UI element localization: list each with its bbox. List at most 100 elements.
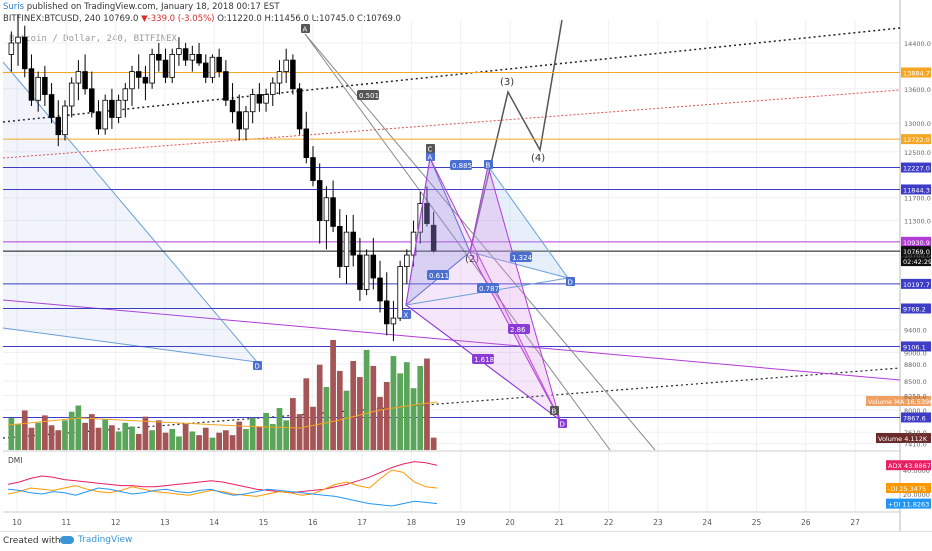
- candle-body: [390, 317, 397, 325]
- fib-ratio-label: 0.611: [429, 272, 449, 280]
- volume-tag-label: Volume 4.112K: [878, 435, 928, 443]
- volume-bar: [290, 398, 296, 450]
- trendline-red: [2, 89, 901, 159]
- price-axis-tick: 13600.0: [904, 86, 931, 94]
- candle-body: [8, 42, 15, 55]
- volume-bar: [316, 364, 323, 450]
- pattern-point-label: A: [428, 154, 433, 162]
- level-tag-label: 9768.2: [903, 305, 926, 313]
- candle-body: [330, 197, 336, 227]
- horizontal-levels: 13884.7 12722.0 12227.0 11844.3 10930.910769…: [3, 67, 932, 423]
- candle-body: [236, 111, 243, 130]
- minus-di-line: [7, 469, 438, 497]
- candle-body: [256, 94, 263, 104]
- volume-bar: [62, 420, 68, 450]
- candle-body: [109, 99, 115, 118]
- candle-body: [209, 56, 216, 78]
- volume-bar: [390, 356, 397, 450]
- candle-body: [202, 62, 209, 78]
- trendline-upper: [2, 27, 901, 123]
- candle-body: [35, 76, 41, 101]
- level-tag-label: 9106.1: [903, 343, 926, 351]
- volume-bar: [189, 431, 196, 450]
- volume-bar: [276, 407, 283, 450]
- dmi-value-label: -DI 25.3475: [888, 485, 926, 493]
- volume-bar: [129, 426, 135, 450]
- candle-body: [48, 94, 55, 118]
- volume-bar: [397, 373, 403, 450]
- level-tag: [901, 184, 931, 195]
- pattern-point: [253, 361, 262, 370]
- level-tag-label: 12722.0: [903, 136, 930, 144]
- price-chart[interactable]: (3) (4) (2) 13884.7 12722.0 12227.0 11844.3 10…: [0, 0, 932, 531]
- trendline-purple: [2, 299, 901, 381]
- time-axis-tick: 11: [62, 518, 72, 527]
- time-axis-tick: 21: [555, 518, 565, 527]
- volume-bar: [42, 415, 48, 450]
- pattern-point: [301, 24, 310, 33]
- candle-body: [377, 277, 383, 302]
- candle-body: [323, 197, 330, 222]
- pattern-point-label: B: [486, 162, 491, 170]
- candle-body: [22, 36, 28, 70]
- level-tag: [901, 67, 931, 78]
- level-tag-label: 13884.7: [903, 69, 930, 77]
- volume-bar: [377, 396, 383, 450]
- pattern-point: [484, 160, 493, 169]
- volume-bar: [182, 424, 189, 450]
- volume-bar: [202, 427, 209, 450]
- publish-info: Suris published on TradingView.com, Janu…: [3, 2, 280, 12]
- candle-body: [89, 88, 95, 113]
- countdown-label: 02:42:29: [903, 258, 932, 266]
- volume-bar: [410, 388, 417, 450]
- dmi-value-label: +DI 11.8263: [888, 501, 929, 509]
- time-axis-tick: 19: [456, 518, 466, 527]
- tradingview-logo[interactable]: TradingView: [60, 535, 132, 545]
- volume-bar: [330, 340, 336, 450]
- price-axis: 14400.0 13600.0 13000.0 12500.0 11700.0 11300…: [904, 40, 931, 449]
- dmi-value-tag: [886, 498, 931, 509]
- created-with-label: Created with: [3, 536, 61, 546]
- volume-bar: [323, 386, 330, 450]
- symbol-watermark: Bitcoin / Dollar, 240, BITFINEX: [9, 34, 177, 44]
- volume-bar: [155, 420, 162, 450]
- candle-body: [243, 111, 249, 130]
- volume-bar: [310, 406, 316, 450]
- candle-body: [350, 231, 356, 256]
- candle-body: [162, 59, 169, 78]
- fib-ratio-badge: [357, 90, 379, 100]
- tradingview-icon: [60, 535, 74, 544]
- candle-body: [135, 71, 142, 78]
- volume-ma-tag: [866, 396, 931, 406]
- volume-bar: [229, 435, 236, 450]
- dmi-value-label: ADX 43.8867: [888, 462, 931, 470]
- pattern-point: [402, 310, 411, 319]
- candle-body: [169, 54, 175, 78]
- time-axis: 10 11 12 13 14 15 16 17 18 19 20 21 22 23 24 25 26 27: [12, 518, 860, 527]
- dmi-value-tag: [886, 483, 931, 493]
- wave-label: (2): [465, 254, 479, 265]
- time-axis-tick: 25: [752, 518, 762, 527]
- pattern-point-label: D: [568, 279, 573, 287]
- volume-bar: [176, 436, 182, 450]
- pattern-point: [550, 406, 559, 415]
- fib-ratio-label: 1.324: [512, 254, 533, 262]
- candle-body: [263, 94, 269, 104]
- time-axis-tick: 18: [407, 518, 417, 527]
- candle-body: [122, 88, 129, 101]
- time-axis-tick: 14: [209, 518, 219, 527]
- volume-bar: [75, 405, 82, 450]
- author-link[interactable]: Suris: [3, 2, 25, 12]
- volume-bar: [269, 424, 276, 450]
- candle-body: [370, 254, 377, 279]
- candle-body: [276, 71, 283, 84]
- candle-body: [357, 254, 363, 290]
- fib-ratio-label: 0.787: [479, 285, 499, 293]
- trendline-lower: [2, 367, 901, 439]
- fib-ratio-badge: [450, 160, 472, 170]
- volume-bar: [21, 410, 28, 450]
- pattern-point-label: D: [255, 363, 260, 371]
- fib-ratio-badge: [477, 283, 499, 293]
- volume-bar: [68, 411, 75, 450]
- volume-bar: [236, 421, 243, 450]
